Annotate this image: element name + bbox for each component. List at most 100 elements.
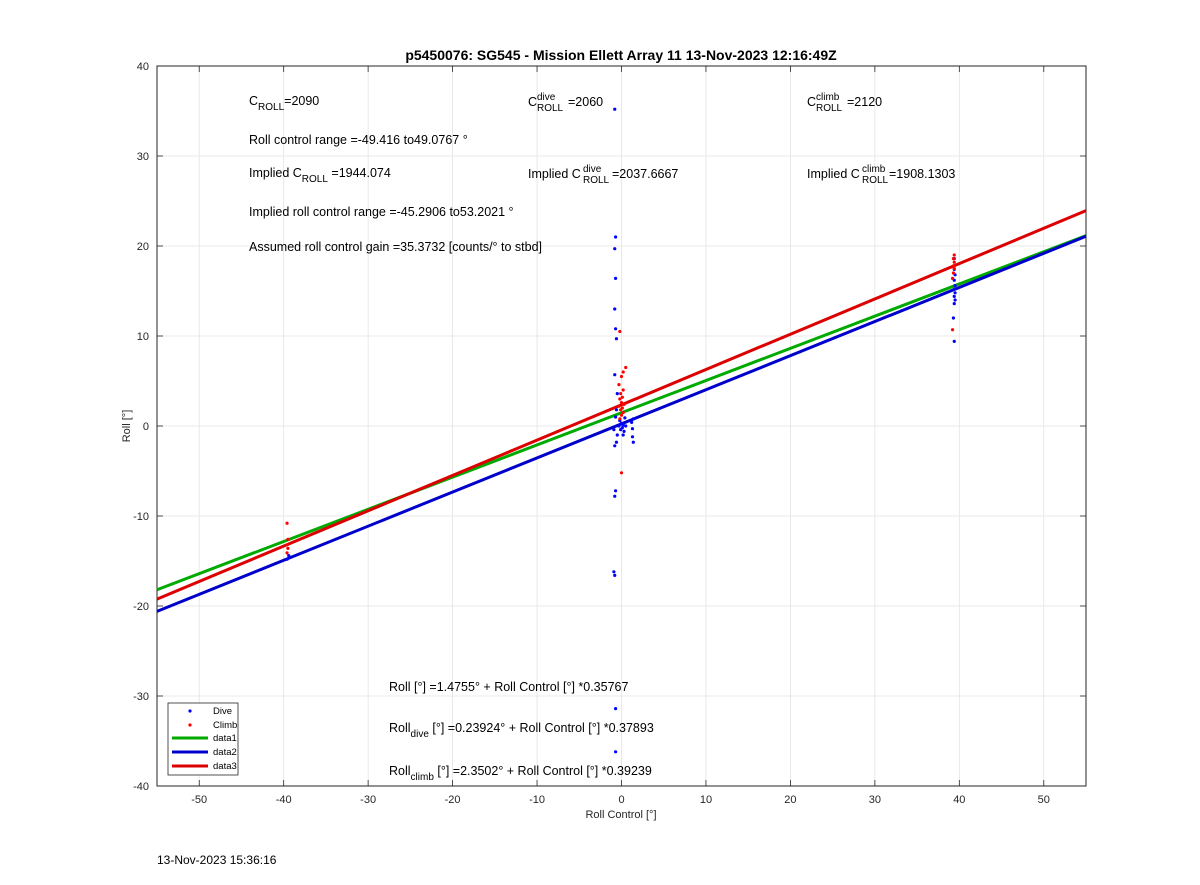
data-point-climb (617, 383, 621, 387)
data-point-climb (952, 266, 956, 271)
legend-marker-dive (188, 709, 192, 713)
data-point-climb (621, 410, 625, 415)
implied-roll-control-range-text: Implied roll control range =-45.2906 to5… (249, 205, 514, 219)
c-roll-annotation: CROLL=2090 (249, 94, 319, 113)
roll-control-range-text: Roll control range =-49.416 to49.0767 ° (249, 133, 468, 147)
svg-text:climb: climb (862, 164, 886, 175)
x-tick-label: -30 (360, 794, 376, 806)
data-point-dive (622, 429, 626, 433)
y-tick-label: -40 (133, 781, 149, 793)
data-point-climb (619, 471, 624, 475)
data-point-dive (612, 428, 616, 432)
chart-title: p5450076: SG545 - Mission Ellett Array 1… (405, 47, 837, 63)
y-tick-label: 0 (143, 421, 149, 433)
y-tick-label: 40 (137, 61, 149, 73)
implied-c-roll-dive-annotation: Implied C dive ROLL =2037.6667 (528, 164, 678, 186)
x-tick-label: -20 (445, 794, 461, 806)
data-point-dive (613, 444, 617, 448)
data-point-dive (953, 298, 957, 302)
svg-text:dive: dive (537, 92, 556, 103)
svg-text:=2037.6667: =2037.6667 (612, 167, 678, 181)
y-tick-label: 10 (137, 331, 149, 343)
data-point-climb (952, 253, 956, 257)
data-point-dive (952, 302, 956, 306)
data-point-dive (952, 287, 956, 291)
implied-c-roll-annotation: Implied CROLL =1944.074 (249, 166, 391, 185)
data-point-dive (615, 392, 619, 396)
data-point-dive (614, 440, 619, 444)
c-roll-dive-annotation: C dive ROLL =2060 (528, 92, 603, 114)
axis-ticks: -50 -40 -30 -20 -10 0 10 20 30 40 50 -40 -30 -20 -10 0 1… (133, 61, 1086, 806)
y-axis-label: Roll [°] (121, 410, 133, 443)
fit-equation-all: Roll [°] =1.4755° + Roll Control [°] *0.… (389, 680, 628, 694)
data-point-climb (285, 521, 289, 525)
data-point-climb (285, 543, 289, 547)
data-point-dive (953, 284, 957, 288)
svg-text:ROLL: ROLL (583, 175, 610, 186)
x-tick-label: -50 (191, 794, 207, 806)
data-point-climb (950, 276, 955, 280)
data-point-dive (952, 294, 956, 298)
data-point-climb (619, 408, 623, 412)
data-point-dive (613, 327, 618, 331)
data-point-dive (613, 415, 618, 419)
data-point-dive (631, 417, 635, 421)
data-point-dive (615, 433, 619, 437)
svg-text:dive: dive (583, 164, 602, 175)
svg-text:Implied C: Implied C (528, 167, 581, 181)
data-point-climb (619, 413, 624, 417)
y-tick-label: -20 (133, 601, 149, 613)
data-point-dive (614, 337, 619, 341)
fit-equation-climb: Rollclimb [°] =2.3502° + Roll Control [°… (389, 764, 652, 783)
data-point-dive (613, 235, 618, 239)
x-tick-label: 50 (1038, 794, 1050, 806)
data-point-climb (617, 404, 621, 408)
data-point-dive (613, 276, 618, 280)
data-point-dive (621, 433, 625, 437)
data-point-dive (951, 316, 956, 320)
data-point-climb (286, 537, 290, 542)
data-points (285, 107, 957, 754)
data-point-dive (631, 440, 635, 444)
data-point-climb (618, 329, 622, 334)
legend-marker-climb (188, 723, 192, 727)
svg-text:ROLL: ROLL (862, 175, 889, 186)
legend-label-data2: data2 (213, 747, 237, 758)
data-point-dive (287, 554, 291, 558)
data-point-dive (613, 307, 617, 311)
data-point-climb (619, 374, 624, 379)
legend: Dive Climb data1 data2 data3 (167, 702, 239, 776)
data-point-dive (619, 428, 623, 432)
svg-text:=1908.1303: =1908.1303 (889, 167, 955, 181)
x-tick-label: 40 (953, 794, 965, 806)
data-point-climb (951, 257, 956, 261)
x-tick-label: 30 (869, 794, 881, 806)
data-point-climb (286, 546, 290, 551)
data-point-climb (620, 395, 624, 399)
svg-text:climb: climb (816, 92, 840, 103)
implied-c-roll-climb-annotation: Implied C climb ROLL =1908.1303 (807, 164, 955, 186)
timestamp: 13-Nov-2023 15:36:16 (157, 853, 277, 867)
data-point-climb (618, 397, 622, 401)
data-point-dive (613, 707, 618, 711)
data-point-climb (624, 365, 628, 370)
fit-equation-dive: Rolldive [°] =0.23924° + Roll Control [°… (389, 721, 654, 740)
data-point-climb (621, 388, 625, 392)
data-point-climb (951, 264, 956, 268)
x-tick-label: -10 (529, 794, 545, 806)
svg-text:C: C (528, 95, 537, 109)
data-point-dive (630, 427, 635, 431)
data-point-dive (953, 291, 957, 295)
data-point-dive (621, 423, 625, 427)
svg-text:Implied C: Implied C (807, 167, 860, 181)
data-point-dive (613, 247, 617, 251)
data-point-dive (624, 424, 628, 428)
data-point-climb (952, 260, 956, 264)
data-point-dive (630, 435, 635, 439)
data-point-dive (613, 489, 618, 493)
svg-text:ROLL: ROLL (537, 103, 564, 114)
legend-label-dive: Dive (213, 706, 232, 717)
data-point-climb (621, 370, 625, 374)
y-tick-label: 20 (137, 241, 149, 253)
